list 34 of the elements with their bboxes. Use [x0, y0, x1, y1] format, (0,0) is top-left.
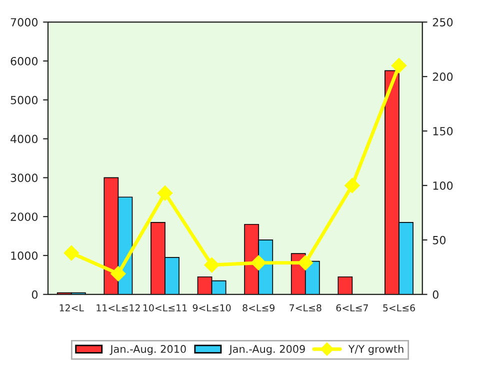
y-tick-label: 6000 [10, 56, 38, 66]
x-tick-label: 8<L≤9 [242, 304, 274, 312]
y-tick-label: 3000 [10, 174, 38, 182]
point [251, 255, 266, 270]
point [157, 186, 173, 201]
x-tick-label: 10<L≤11 [143, 304, 187, 312]
point [344, 178, 360, 194]
point [391, 58, 407, 74]
x-tick-label: 12<L [60, 304, 84, 312]
y-tick-label: 5000 [10, 96, 38, 104]
legend-label: Jan.-Aug. 2010 [110, 345, 186, 355]
y-tick-label: 1000 [11, 251, 38, 260]
y2-tick-label: 250 [432, 18, 453, 26]
y-tick-label: 0 [32, 290, 38, 299]
x-tick-label: 11<L≤12 [96, 304, 140, 312]
x-tick-label: 5<L≤6 [383, 304, 415, 312]
bar [338, 276, 353, 294]
x-tick-label: 9<L≤10 [192, 304, 231, 312]
point [204, 257, 220, 273]
legend-label: Y/Y growth [348, 344, 404, 355]
x-tick-label: 7<L≤8 [290, 304, 322, 312]
legend-label: Jan.-Aug. 2009 [228, 345, 305, 355]
y2-tick-label: 0 [432, 290, 438, 299]
point [298, 255, 313, 270]
y-tick-label: 2000 [10, 212, 38, 221]
y-tick-label: 7000 [10, 18, 38, 26]
y-tick-label: 4000 [10, 134, 38, 144]
x-tick-label: 6<L≤7 [336, 304, 368, 312]
y2-tick-label: 100 [433, 181, 453, 190]
point [64, 245, 79, 261]
y2-tick-label: 200 [432, 72, 453, 81]
y2-tick-label: 150 [433, 126, 453, 136]
point [110, 266, 126, 282]
y2-tick-label: 50 [432, 236, 446, 244]
